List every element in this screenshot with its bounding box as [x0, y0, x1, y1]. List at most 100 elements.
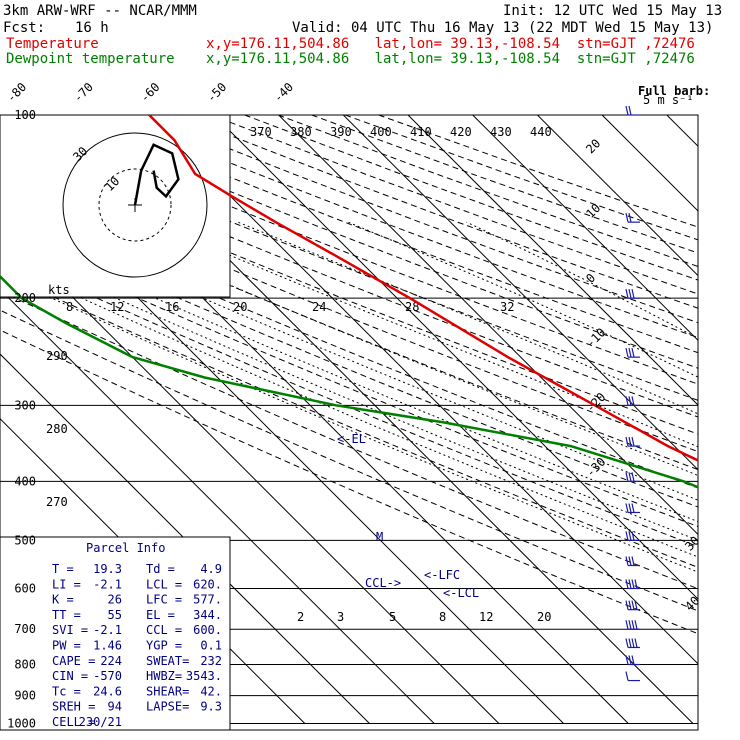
parcel-info-title: Parcel Info [86, 541, 165, 555]
parcel-cell-4-1: -2.1 [93, 623, 122, 637]
barb-flag-350-2 [631, 436, 635, 447]
parcel-cell-3-2: EL = [146, 608, 175, 622]
hodograph-trace [133, 143, 180, 206]
barb-flag-650-2 [631, 600, 635, 610]
barb-flag-250-0 [625, 348, 629, 358]
wind-speed-tick-32: 32 [500, 300, 514, 314]
barb-flag-450-0 [625, 503, 629, 513]
barb-flag-300-0 [625, 396, 629, 406]
barb-flag-800-0 [625, 655, 629, 665]
parcel-cell-9-0: SREH = [52, 700, 95, 714]
isotherm-label--40: -40 [271, 80, 296, 105]
wind-speed-tick-20: 20 [233, 300, 247, 314]
dry-adiabat-300 [0, 218, 698, 508]
barb-flag-450-2 [631, 503, 635, 513]
barb-flag-250-1 [628, 348, 632, 358]
isotherm-label--70: -70 [71, 80, 96, 105]
parcel-cell-10-0: CELL = [52, 715, 95, 729]
parcel-cell-6-3: 232 [200, 654, 222, 668]
barb-flag-350-0 [625, 436, 629, 447]
barb-flag-100-0 [625, 105, 629, 116]
parcel-cell-4-0: SVI = [52, 623, 88, 637]
parcel-cell-4-2: CCL = [146, 623, 182, 637]
parcel-cell-2-2: LFC = [146, 593, 182, 607]
isotherm-label-30: 30 [682, 534, 702, 554]
barb-flag-200-1 [628, 289, 632, 299]
barb-flag-700-2 [631, 620, 635, 630]
barb-flag-550-1 [628, 556, 632, 566]
temperature-legend: Temperature [6, 36, 99, 52]
dry-adiabat-290 [0, 235, 698, 528]
barb-flag-500-2 [631, 531, 635, 541]
barb-flag-650-1 [628, 600, 632, 610]
barb-key-title: Full barb: [638, 84, 710, 98]
wind-speed-tick-8: 8 [66, 300, 73, 314]
parcel-cell-0-2: Td = [146, 562, 175, 576]
dry-adiabat-240 [0, 329, 698, 635]
theta-label-400: 400 [370, 125, 392, 139]
dry-adiabat-310 [0, 202, 698, 489]
barb-flag-500-1 [628, 531, 632, 541]
parcel-cell-5-2: YGP = [146, 639, 182, 653]
parcel-cell-1-0: LI = [52, 577, 81, 591]
parcel-cell-7-2: HWBZ= [146, 669, 182, 683]
dewpoint-line [0, 274, 698, 489]
barb-flag-350-1 [628, 436, 632, 447]
wind-speed-tick-28: 28 [405, 300, 419, 314]
isotherm--10 [472, 115, 698, 342]
parcel-cell-1-1: -2.1 [93, 577, 122, 591]
parcel-cell-6-0: CAPE = [52, 654, 95, 668]
theta-labels: 370 380 390 400 410 420 430 440 290 280 … [46, 125, 552, 509]
parcel-cell-10-1: 230/21 [79, 715, 122, 729]
barb-flag-600-3 [634, 579, 638, 589]
dry-adiabat-420 [177, 115, 698, 309]
init-time: Init: 12 UTC Wed 15 May 13 [503, 3, 723, 19]
isotherm-label--50: -50 [204, 80, 229, 105]
pressure-tick-100: 100 [14, 108, 36, 122]
parcel-cell-8-3: 42. [200, 684, 222, 698]
mixing-ratio-label-3: 3 [337, 610, 344, 624]
mixing-ratio-label-2: 2 [297, 610, 304, 624]
barb-flag-250-2 [631, 348, 635, 358]
mixing-ratio-label-8: 8 [439, 610, 446, 624]
mixing-ratio-label-12: 12 [479, 610, 493, 624]
isotherm-label-40: 40 [682, 594, 702, 614]
mixing-ratio-label-20: 20 [537, 610, 551, 624]
hodograph-box [0, 114, 231, 298]
mixing-ratio-labels: 2 3 5 8 12 20 [297, 610, 551, 624]
barb-flag-550-0 [625, 556, 629, 566]
wind-speed-unit: kts [48, 283, 70, 297]
barb-flag-300-2 [631, 396, 635, 406]
barb-flag-650-0 [625, 600, 629, 610]
isotherm-label-10: 10 [583, 201, 603, 221]
dry-adiabat-250 [0, 309, 698, 612]
el-label: <-EL [337, 432, 366, 446]
dry-adiabat-340 [0, 154, 698, 435]
parcel-cell-7-1: -570 [93, 669, 122, 683]
mixing-ratio-label-5: 5 [389, 610, 396, 624]
barb-key-unit: 5 m s⁻¹ [643, 93, 694, 107]
parcel-cell-5-0: PW = [52, 639, 81, 653]
lfc-label: <-LFC [424, 568, 460, 582]
barb-flag-750-1 [628, 638, 632, 648]
dry-adiabat-270 [0, 271, 698, 568]
forecast-label: Fcst: [3, 20, 46, 36]
parcel-cell-7-0: CIN = [52, 669, 88, 683]
parcel-cell-9-2: LAPSE= [146, 700, 189, 714]
barb-flag-850-0 [625, 671, 629, 681]
barb-flag-750-0 [625, 638, 629, 648]
dry-adiabat-440 [244, 115, 698, 281]
wind-speed-tick-16: 16 [165, 300, 179, 314]
barb-flag-550-2 [631, 556, 635, 566]
parcel-cell-7-3: 3543. [186, 669, 222, 683]
hodograph-ring-inner [98, 168, 172, 242]
parcel-cell-3-0: TT = [52, 608, 81, 622]
theta-label-380: 380 [290, 125, 312, 139]
parcel-cell-0-1: 19.3 [93, 562, 122, 576]
parcel-cell-2-0: K = [52, 593, 74, 607]
barb-flag-200-0 [625, 289, 629, 299]
parcel-annotations: <-EL <-LFC <-LCL CCL-> M [337, 432, 479, 600]
dry-adiabat-330 [0, 169, 698, 453]
parcel-cell-0-3: 4.9 [200, 562, 222, 576]
theta-label-430: 430 [490, 125, 512, 139]
